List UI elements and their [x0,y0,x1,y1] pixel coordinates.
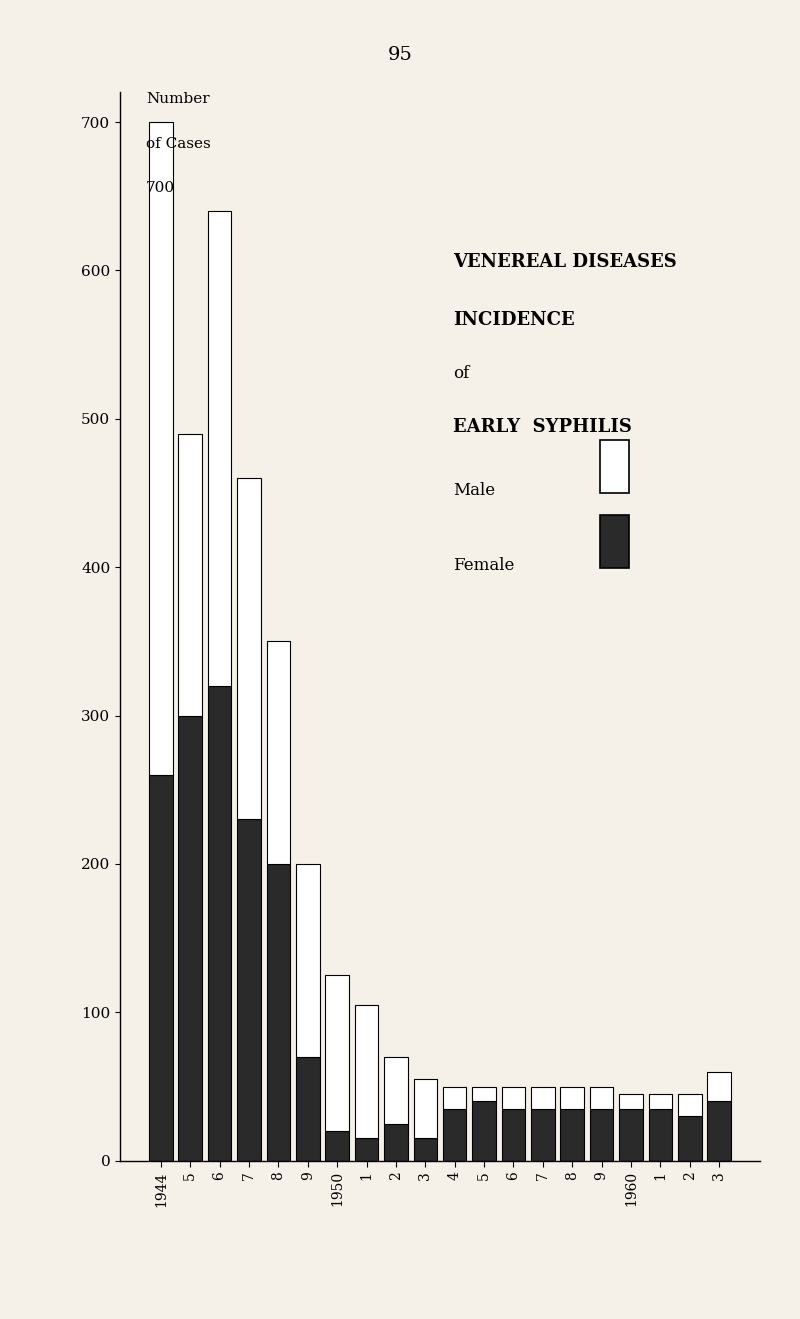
Text: Female: Female [453,557,514,574]
Text: of Cases: of Cases [146,137,211,150]
Bar [590,1087,614,1109]
Bar [266,864,290,1161]
Bar [619,1109,642,1161]
Text: Number: Number [146,92,210,107]
Bar [678,1116,702,1161]
Bar [707,1071,731,1101]
Bar [354,1138,378,1161]
Text: EARLY  SYPHILIS: EARLY SYPHILIS [453,418,632,437]
Text: VENEREAL DISEASES: VENEREAL DISEASES [453,252,677,270]
Bar [531,1087,554,1109]
Bar [326,1130,349,1161]
Bar [238,819,261,1161]
FancyBboxPatch shape [600,441,629,493]
Bar [678,1093,702,1116]
Bar [238,477,261,819]
Text: Male: Male [453,483,495,500]
Bar [296,864,319,1057]
Bar [649,1093,672,1109]
Bar [326,975,349,1130]
Bar [208,211,231,686]
Bar [561,1109,584,1161]
Bar [384,1124,408,1161]
Text: INCIDENCE: INCIDENCE [453,311,574,330]
Bar [296,1057,319,1161]
Bar [149,121,173,774]
Bar [149,774,173,1161]
Bar [443,1109,466,1161]
FancyBboxPatch shape [600,514,629,567]
Bar [531,1109,554,1161]
Bar [443,1087,466,1109]
Bar [649,1109,672,1161]
Bar [619,1093,642,1109]
Bar [178,434,202,715]
Bar [178,715,202,1161]
Bar [414,1079,437,1138]
Text: of: of [453,365,469,381]
Bar [561,1087,584,1109]
Bar [266,641,290,864]
Bar [502,1087,526,1109]
Text: 95: 95 [387,46,413,65]
Bar [472,1101,496,1161]
Bar [707,1101,731,1161]
Text: 700: 700 [146,181,175,195]
Bar [502,1109,526,1161]
Bar [208,686,231,1161]
Bar [354,1005,378,1138]
Bar [414,1138,437,1161]
Bar [590,1109,614,1161]
Bar [472,1087,496,1101]
Bar [384,1057,408,1124]
